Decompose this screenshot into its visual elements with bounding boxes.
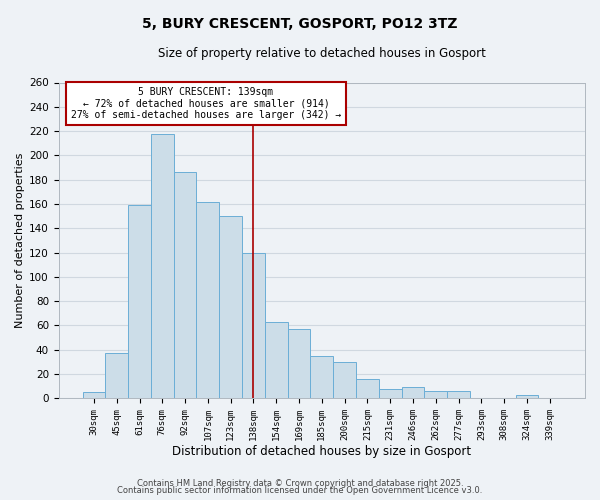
Bar [128,205,151,398]
Text: 5, BURY CRESCENT, GOSPORT, PO12 3TZ: 5, BURY CRESCENT, GOSPORT, PO12 3TZ [142,18,458,32]
Bar [356,379,379,398]
Title: Size of property relative to detached houses in Gosport: Size of property relative to detached ho… [158,48,486,60]
Bar [196,202,219,398]
Bar [379,388,401,398]
Bar [310,356,333,399]
Bar [447,391,470,398]
Bar [333,362,356,399]
Bar [242,252,265,398]
Bar [151,134,174,398]
Text: Contains HM Land Registry data © Crown copyright and database right 2025.: Contains HM Land Registry data © Crown c… [137,478,463,488]
Bar [401,388,424,398]
Bar [515,394,538,398]
Y-axis label: Number of detached properties: Number of detached properties [15,152,25,328]
Bar [106,354,128,399]
Bar [219,216,242,398]
Bar [83,392,106,398]
Bar [174,172,196,398]
Text: 5 BURY CRESCENT: 139sqm
← 72% of detached houses are smaller (914)
27% of semi-d: 5 BURY CRESCENT: 139sqm ← 72% of detache… [71,87,341,120]
X-axis label: Distribution of detached houses by size in Gosport: Distribution of detached houses by size … [172,444,472,458]
Bar [287,329,310,398]
Bar [265,322,287,398]
Text: Contains public sector information licensed under the Open Government Licence v3: Contains public sector information licen… [118,486,482,495]
Bar [424,391,447,398]
